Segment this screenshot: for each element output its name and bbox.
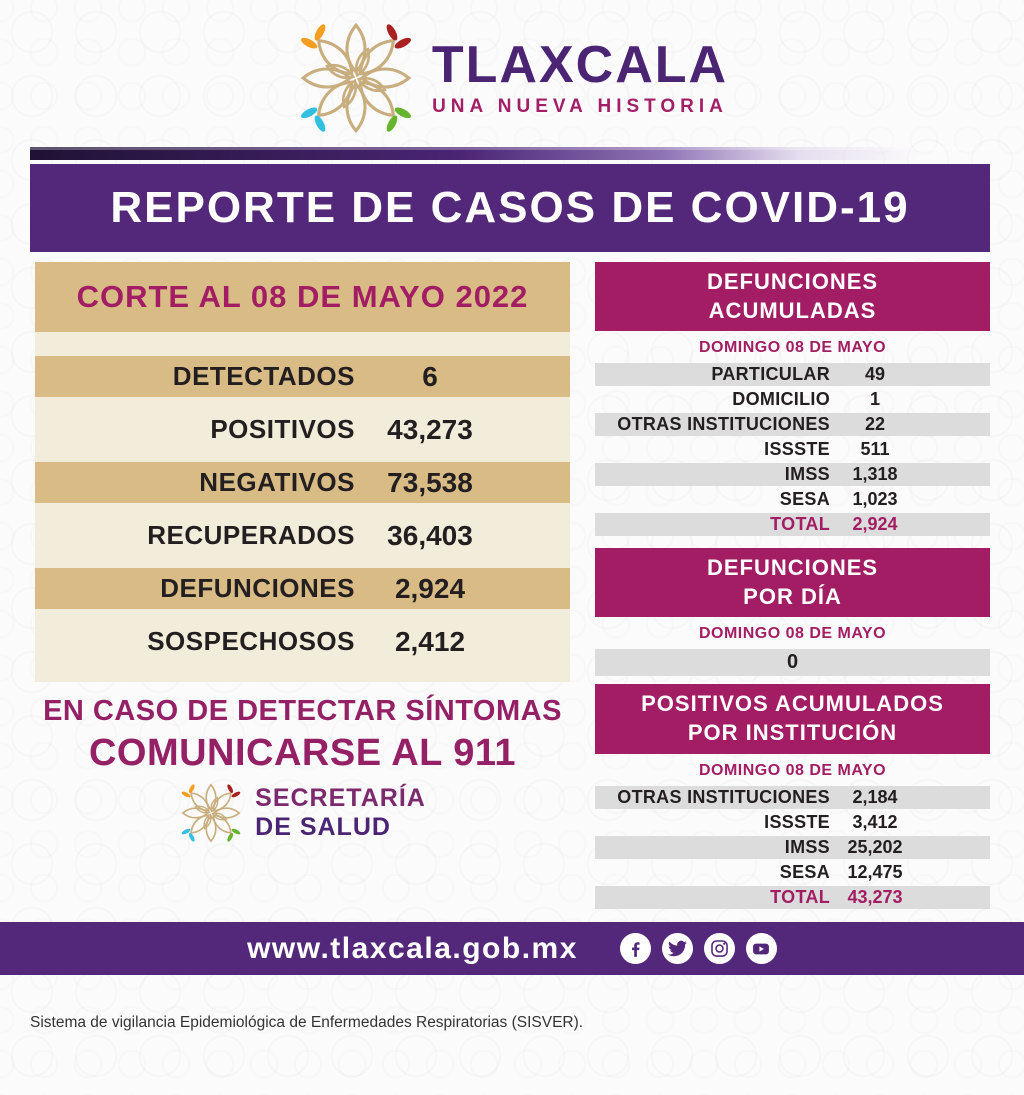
total-value: 2,924 <box>852 514 898 535</box>
section-title-line2: POR INSTITUCIÓN <box>687 719 898 745</box>
table-row: DOMICILIO 1 <box>595 388 990 411</box>
row-value: 43,273 <box>387 413 473 445</box>
page-title: REPORTE DE CASOS DE COVID-19 <box>110 183 910 232</box>
total-row: TOTAL 2,924 <box>595 513 990 537</box>
total-value: 43,273 <box>847 886 903 907</box>
brand-name: TLAXCALA <box>431 36 729 95</box>
row-label: ISSSTE <box>764 439 830 460</box>
secretaria-flower-icon <box>180 782 243 844</box>
section-title-line2: POR DÍA <box>743 583 842 609</box>
cutoff-date: CORTE AL 08 DE MAYO 2022 <box>76 279 529 314</box>
table-row: DEFUNCIONES 2,924 <box>35 568 570 609</box>
row-label: POSITIVOS <box>210 414 355 444</box>
table-row: IMSS 25,202 <box>595 835 990 859</box>
source-line2: Sistema de vigilancia Epidemiológica de … <box>30 1014 584 1032</box>
table-row: IMSS 1,318 <box>595 463 990 487</box>
section-date: DOMINGO 08 DE MAYO <box>698 339 887 357</box>
right-column: DEFUNCIONES ACUMULADAS DOMINGO 08 DE MAY… <box>595 262 990 911</box>
row-value: 49 <box>864 364 886 385</box>
row-value: 25,202 <box>847 836 903 857</box>
table-row: POSITIVOS 43,273 <box>35 409 570 450</box>
youtube-icon[interactable] <box>745 933 777 964</box>
row-label: IMSS <box>784 836 830 857</box>
section-title-line1: POSITIVOS ACUMULADOS <box>641 691 944 717</box>
row-label: IMSS <box>784 464 830 485</box>
tlaxcala-flower-icon <box>297 21 414 135</box>
section-date: DOMINGO 08 DE MAYO <box>698 761 887 779</box>
secretaria-logo: SECRETARÍA DE SALUD <box>35 781 570 845</box>
gradient-divider <box>30 147 990 160</box>
section-defunciones-por-dia: DEFUNCIONES POR DÍA DOMINGO 08 DE MAYO 0 <box>595 548 990 677</box>
section-date: DOMINGO 08 DE MAYO <box>698 625 887 643</box>
row-value: 6 <box>422 360 438 392</box>
title-banner: REPORTE DE CASOS DE COVID-19 <box>30 164 990 252</box>
facebook-icon[interactable] <box>619 933 651 964</box>
table-row: ISSSTE 3,412 <box>595 811 990 834</box>
table-row: OTRAS INSTITUCIONES 22 <box>595 413 990 437</box>
instagram-icon[interactable] <box>703 933 735 964</box>
total-label: TOTAL <box>770 886 830 907</box>
row-value: 22 <box>864 414 886 435</box>
section-header: DEFUNCIONES ACUMULADAS <box>595 262 990 332</box>
row-value: 1 <box>869 389 880 410</box>
row-label: DOMICILIO <box>732 389 830 410</box>
table-row: DETECTADOS 6 <box>35 356 570 397</box>
total-label: TOTAL <box>770 514 830 535</box>
summary-header: CORTE AL 08 DE MAYO 2022 <box>35 262 570 332</box>
row-value: 1,023 <box>852 489 898 510</box>
table-row: OTRAS INSTITUCIONES 2,184 <box>595 785 990 809</box>
daily-deaths-value: 0 <box>595 649 990 677</box>
table-row: ISSSTE 511 <box>595 438 990 461</box>
row-label: PARTICULAR <box>711 364 830 385</box>
twitter-icon[interactable] <box>661 933 693 964</box>
table-row: NEGATIVOS 73,538 <box>35 462 570 503</box>
row-value: 12,475 <box>847 861 903 882</box>
brand-tagline: UNA NUEVA HISTORIA <box>432 95 728 117</box>
total-row: TOTAL 43,273 <box>595 885 990 909</box>
notice-line1: EN CASO DE DETECTAR SÍNTOMAS <box>43 695 562 727</box>
row-label: RECUPERADOS <box>147 520 355 550</box>
secretaria-line2: DE SALUD <box>255 813 391 841</box>
row-value: 2,924 <box>394 572 466 604</box>
table-row: PARTICULAR 49 <box>595 363 990 387</box>
footer-bar: www.tlaxcala.gob.mx <box>0 922 1024 975</box>
section-title-line2: ACUMULADAS <box>708 297 877 323</box>
section-defunciones-acumuladas: DEFUNCIONES ACUMULADAS DOMINGO 08 DE MAY… <box>595 262 990 537</box>
section-title-line1: DEFUNCIONES <box>706 269 879 294</box>
row-label: SESA <box>779 861 830 882</box>
row-label: DETECTADOS <box>172 361 355 391</box>
row-label: NEGATIVOS <box>199 467 355 497</box>
row-value: 73,538 <box>387 466 473 498</box>
row-value: 2,412 <box>394 625 466 657</box>
symptoms-notice: EN CASO DE DETECTAR SÍNTOMAS COMUNICARSE… <box>35 695 570 775</box>
row-label: OTRAS INSTITUCIONES <box>617 414 830 435</box>
notice-line2: COMUNICARSE AL 911 <box>88 732 517 774</box>
row-label: ISSSTE <box>764 811 830 832</box>
row-value: 511 <box>860 439 890 460</box>
table-row: SOSPECHOSOS 2,412 <box>35 621 570 662</box>
section-positivos-institucion: POSITIVOS ACUMULADOS POR INSTITUCIÓN DOM… <box>595 684 990 909</box>
summary-panel: CORTE AL 08 DE MAYO 2022 DETECTADOS 6 PO… <box>35 262 570 682</box>
row-value: 2,184 <box>852 786 898 807</box>
table-row: SESA 1,023 <box>595 488 990 511</box>
section-header: DEFUNCIONES POR DÍA <box>595 548 990 618</box>
sources-note: Fuentes: Secretaría de Salud de Tlaxcala… <box>30 866 590 1095</box>
row-label: DEFUNCIONES <box>160 573 355 603</box>
social-icons <box>619 933 777 964</box>
row-label: SOSPECHOSOS <box>147 626 355 656</box>
table-row: SESA 12,475 <box>595 861 990 884</box>
secretaria-line1: SECRETARÍA <box>255 784 426 812</box>
row-label: OTRAS INSTITUCIONES <box>617 786 830 807</box>
website-url[interactable]: www.tlaxcala.gob.mx <box>247 931 578 965</box>
brand-header: TLAXCALA UNA NUEVA HISTORIA <box>0 18 1024 138</box>
report-page: TLAXCALA UNA NUEVA HISTORIA REPORTE DE C… <box>0 18 1024 1031</box>
section-header: POSITIVOS ACUMULADOS POR INSTITUCIÓN <box>595 684 990 754</box>
row-value: 36,403 <box>387 519 473 551</box>
row-label: SESA <box>779 489 830 510</box>
table-row: RECUPERADOS 36,403 <box>35 515 570 556</box>
row-value: 1,318 <box>852 464 898 485</box>
row-value: 3,412 <box>852 811 898 832</box>
section-title-line1: DEFUNCIONES <box>706 555 879 581</box>
